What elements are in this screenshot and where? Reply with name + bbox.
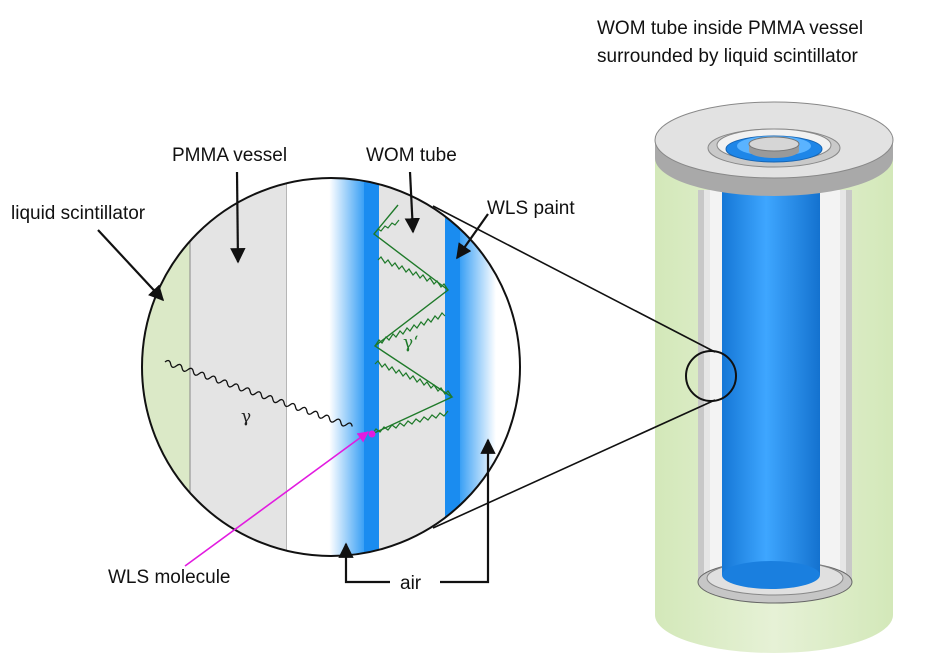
label-arrows [97, 171, 496, 584]
air-arrow-right [440, 438, 496, 584]
wls-paint-inner [364, 178, 379, 556]
wom-tube-wall [379, 178, 445, 556]
wom-tube-body [722, 170, 820, 575]
air-gap-inner [287, 178, 364, 556]
wom-tube-arrow [404, 171, 420, 234]
air-arrow-left [338, 542, 390, 584]
gamma-label: γ [241, 407, 251, 427]
wom-cylinder-illustration [654, 101, 894, 653]
gamma-prime-label: γ‘ [403, 333, 419, 353]
liquid-scintillator-arrow [97, 229, 165, 302]
wls-molecule-label: WLS molecule [108, 567, 231, 588]
wls-paint-label: WLS paint [487, 198, 575, 219]
wls-paint-outer [445, 178, 460, 556]
zoom-line-top [432, 205, 716, 353]
reemitted-photon-ripple [371, 219, 453, 435]
magnifier-circle [141, 177, 521, 557]
zoom-line-bottom [432, 399, 716, 529]
pmma-vessel-arrow [230, 171, 246, 264]
wom-tube-label: WOM tube [366, 145, 457, 166]
primary-photon-wave [164, 359, 353, 427]
air-label: air [400, 573, 422, 594]
wls-paint-arrow [456, 213, 489, 260]
liquid-scintillator-label: liquid scintillator [11, 203, 146, 224]
title-line-1: WOM tube inside PMMA vessel [597, 18, 863, 39]
wls-molecule-dot [368, 430, 376, 438]
pmma-vessel-label: PMMA vessel [172, 145, 287, 166]
title-line-2: surrounded by liquid scintillator [597, 46, 859, 67]
wls-molecule-arrow [184, 431, 369, 567]
